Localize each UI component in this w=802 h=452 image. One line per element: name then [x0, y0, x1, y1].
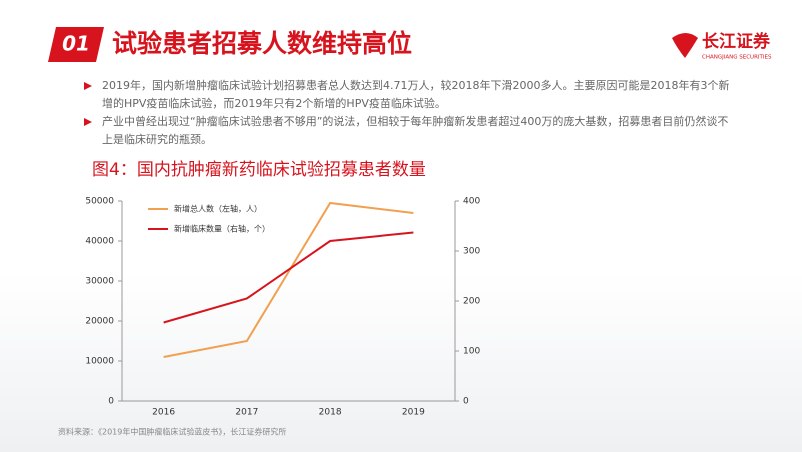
logo-text: 长江证券 — [702, 31, 771, 52]
y-tick-label: 0 — [108, 397, 114, 407]
logo-sub: CHANGJIANG SECURITIES — [702, 55, 772, 61]
x-tick-label: 2018 — [319, 408, 342, 418]
y2-tick-label: 300 — [463, 247, 480, 257]
legend-label: 新增总人数（左轴，人） — [174, 204, 262, 214]
series-line — [163, 201, 414, 358]
number-badge — [48, 27, 104, 62]
bullet-text: 2019年，国内新增肿瘤临床试验计划招募患者总人数达到4.71万人，较2018年… — [102, 79, 730, 110]
y-tick-label: 10000 — [85, 357, 114, 367]
chart-title: 图4：国内抗肿瘤新药临床试验招募患者数量 — [92, 160, 426, 180]
y2-tick-label: 0 — [463, 397, 469, 407]
bullet-icon — [84, 82, 92, 90]
bullet-icon — [84, 118, 92, 126]
y-tick-label: 20000 — [85, 317, 114, 327]
y-tick-label: 50000 — [85, 197, 114, 207]
slide-title: 试验患者招募人数维持高位 — [112, 29, 412, 58]
source: 资料来源：《2019年中国肿瘤临床试验蓝皮书》，长江证券研究所 — [58, 427, 286, 437]
x-tick-label: 2016 — [152, 408, 175, 418]
y2-tick-label: 100 — [463, 347, 480, 357]
y-tick-label: 30000 — [85, 277, 114, 287]
y2-tick-label: 200 — [463, 297, 480, 307]
bullet-text: 产业中曾经出现过“肿瘤临床试验患者不够用”的说法，但相较于每年肿瘤新发患者超过4… — [102, 115, 729, 146]
x-tick-label: 2017 — [235, 408, 258, 418]
x-tick-label: 2019 — [402, 408, 425, 418]
chart: 0 10000 20000 30000 40000 50000 0 100 200 300 400 2… — [85, 197, 480, 418]
y-tick-label: 40000 — [85, 237, 114, 247]
legend-label: 新增临床数量（右轴，个） — [174, 224, 270, 234]
series-line — [163, 231, 414, 324]
y2-tick-label: 400 — [463, 197, 480, 207]
logo-icon — [672, 33, 698, 58]
section-number: 01 — [62, 32, 90, 56]
